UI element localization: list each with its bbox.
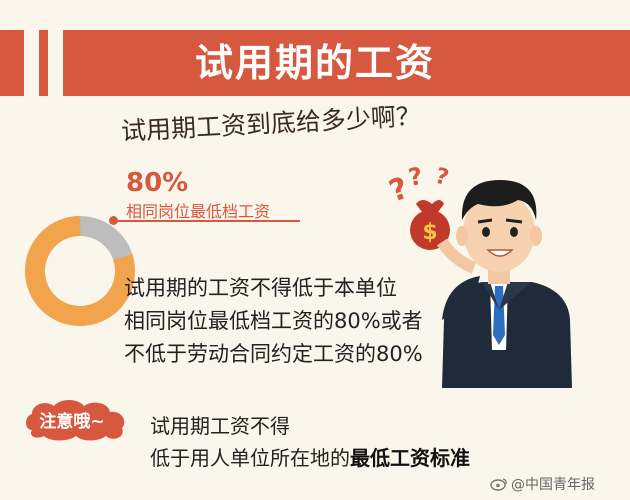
donut-arc xyxy=(25,216,135,326)
note-highlight: 最低工资标准 xyxy=(350,446,470,470)
note-text: 试用期工资不得 低于用人单位所在地的最低工资标准 xyxy=(150,410,470,474)
svg-text:?: ? xyxy=(406,162,425,192)
note-line-2-prefix: 低于用人单位所在地的 xyxy=(150,446,350,470)
description-line: 不低于劳动合同约定工资的80% xyxy=(124,342,423,366)
svg-text:?: ? xyxy=(432,164,451,191)
note-badge: 注意哦~ xyxy=(26,400,125,441)
money-bag-icon: $ xyxy=(410,200,450,250)
description-line: 相同岗位最低档工资的80%或者 xyxy=(124,309,423,333)
businessman-illustration: ? ? ? $ xyxy=(385,162,572,388)
weibo-logo-icon xyxy=(490,478,507,491)
svg-text:$: $ xyxy=(422,220,437,245)
description: 试用期的工资不得低于本单位 相同岗位最低档工资的80%或者 不低于劳动合同约定工… xyxy=(124,272,423,371)
note-line-2: 低于用人单位所在地的最低工资标准 xyxy=(150,442,470,474)
note-line-1: 试用期工资不得 xyxy=(150,414,290,438)
percent-label: 相同岗位最低档工资 xyxy=(126,202,271,221)
page-title: 试用期的工资 xyxy=(194,41,435,85)
note-badge-label: 注意哦~ xyxy=(39,411,104,432)
banner-stripe xyxy=(48,30,63,96)
percent-dot xyxy=(109,216,118,225)
question-heading: 试用期工资到底给多少啊？ xyxy=(120,101,422,147)
donut-chart xyxy=(25,216,135,326)
title-banner: 试用期的工资 xyxy=(0,30,630,96)
percent-value: 80% xyxy=(126,168,189,198)
percent-underline xyxy=(113,220,300,222)
banner-stripe xyxy=(24,30,39,96)
watermark: @中国青年报 xyxy=(490,474,595,494)
watermark-text: @中国青年报 xyxy=(511,477,595,493)
description-line: 试用期的工资不得低于本单位 xyxy=(124,276,397,300)
question-mark-icon: ? ? ? xyxy=(385,162,451,210)
